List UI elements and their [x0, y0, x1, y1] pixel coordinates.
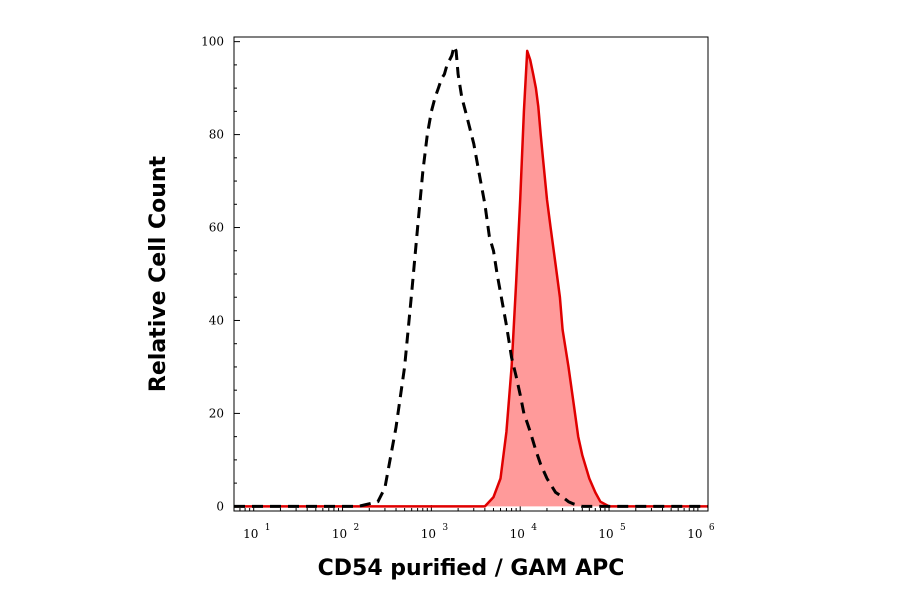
x-tick-label: 10	[243, 527, 258, 541]
x-tick-label: 10	[687, 527, 702, 541]
x-tick-exponent: 4	[531, 523, 537, 533]
x-tick-exponent: 6	[709, 523, 715, 533]
x-tick-label: 10	[510, 527, 525, 541]
y-axis-ticks: 0 20 40 60 80 100	[201, 35, 240, 513]
x-tick-label: 10	[332, 527, 347, 541]
y-tick-label: 100	[201, 35, 224, 49]
series-layer	[234, 44, 708, 508]
x-tick-label: 10	[598, 527, 613, 541]
y-tick-label: 60	[209, 221, 224, 235]
x-tick-exponent: 2	[354, 523, 360, 533]
x-tick-label: 10	[421, 527, 436, 541]
x-axis-title: CD54 purified / GAM APC	[318, 556, 625, 581]
series-line-filled	[234, 49, 708, 508]
x-axis-ticks: 10 1 10 2 10 3 10 4 10 5 10 6	[233, 505, 715, 541]
series-line-dashed	[234, 44, 708, 508]
y-tick-label: 40	[209, 313, 224, 327]
y-tick-label: 20	[209, 406, 224, 420]
x-tick-exponent: 5	[620, 523, 626, 533]
y-tick-label: 80	[209, 128, 224, 142]
x-tick-exponent: 1	[265, 523, 271, 533]
y-tick-label: 0	[216, 499, 224, 513]
plot-frame	[233, 36, 709, 512]
y-axis-title: Relative Cell Count	[146, 155, 171, 392]
x-tick-exponent: 3	[442, 523, 448, 533]
